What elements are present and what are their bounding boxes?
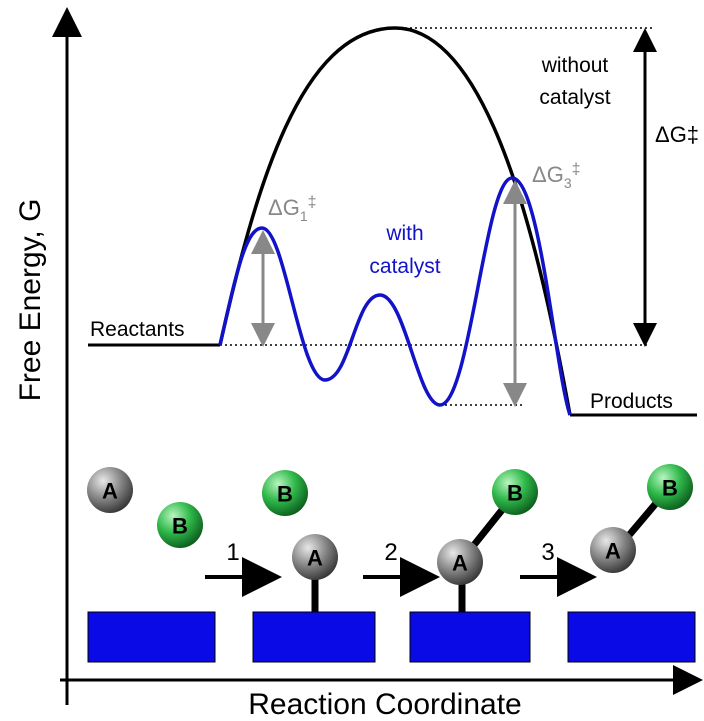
label-sup: ‡ [572,161,581,178]
x-label: Reaction Coordinate [248,688,522,721]
atom-label: B [172,514,188,539]
step-label: 1 [226,539,239,566]
step-label: 3 [541,539,554,566]
levels [88,343,697,417]
surface [409,611,531,663]
uncatalyzed-curve [218,26,572,416]
products-label: Products [590,390,673,413]
atom-label: B [507,481,523,506]
atom [492,469,538,515]
reactants-label: Reactants [90,318,185,341]
atom-label: B [662,476,678,501]
atom-label: A [307,546,323,571]
guides [220,27,655,406]
atom [590,527,636,573]
atom-label: A [452,551,468,576]
annotation: catalyst [369,255,440,278]
atom-label: A [605,539,621,564]
surface [567,611,696,663]
surface [252,611,376,663]
step-label: 2 [384,539,397,566]
atom [157,502,203,548]
atom [647,464,693,510]
atom [262,470,308,516]
atom [437,539,483,585]
atom [292,534,338,580]
surface [87,611,216,663]
atom [87,467,133,513]
atom-label: A [102,479,118,504]
annotation: catalyst [539,86,610,109]
label-base: ΔG [532,162,564,187]
delta-g-label: ΔG‡ [655,122,699,147]
delta-g3-label: ΔG3‡ [532,161,581,191]
annotation: with [385,222,423,245]
annotation: without [541,54,609,77]
label-sup: ‡ [308,194,317,211]
surfaces [87,611,696,663]
atom-label: B [277,482,293,507]
label-sub: 1 [300,208,308,224]
label-base: ΔG [268,195,300,220]
y-label: Free Energy, G [14,199,47,402]
label-sub: 3 [564,175,572,191]
axes [52,7,703,705]
molecules: A B A B A B A B [87,464,693,585]
delta-g1-label: ΔG1‡ [268,194,317,224]
